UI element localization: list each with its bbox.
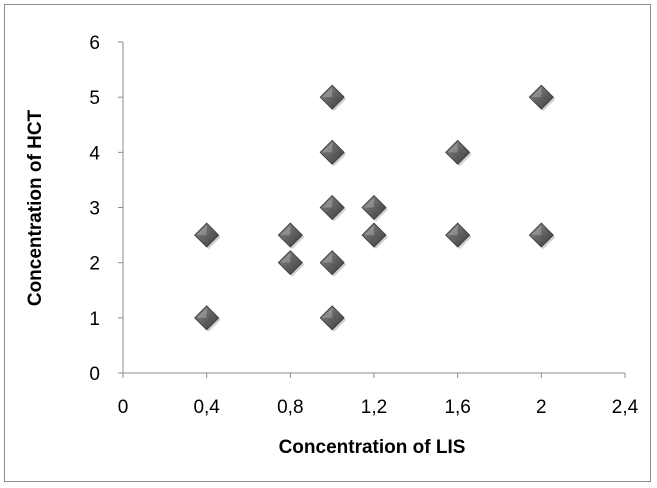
data-point <box>528 84 556 112</box>
data-point <box>319 250 347 277</box>
x-tick-label: 0,4 <box>193 397 220 418</box>
y-tick-label: 6 <box>89 33 100 54</box>
y-tick-label: 2 <box>89 254 100 275</box>
data-point <box>319 139 347 167</box>
y-tick-label: 5 <box>89 88 100 109</box>
data-point <box>445 139 472 167</box>
y-tick-label: 0 <box>89 364 100 385</box>
y-axis-title: Concentration of HCT <box>25 109 46 306</box>
x-tick-label: 2 <box>536 397 547 418</box>
y-tick-label: 4 <box>89 143 100 164</box>
data-point <box>528 222 556 250</box>
x-tick-label: 0 <box>118 397 129 418</box>
data-point <box>319 194 347 222</box>
x-tick-label: 1,6 <box>444 397 470 418</box>
data-point <box>277 250 305 277</box>
x-tick-label: 2,4 <box>612 397 639 418</box>
tick-labels: 0 1 2 3 4 5 6 0 0,4 0,8 1,2 1,6 2 2,4 <box>89 33 638 418</box>
y-tick-label: 3 <box>89 199 100 220</box>
data-point <box>319 305 347 332</box>
data-points <box>194 84 556 332</box>
data-point <box>277 222 305 250</box>
data-point <box>445 222 472 250</box>
data-point <box>361 194 388 222</box>
x-tick-label: 1,2 <box>361 397 387 418</box>
y-tick-label: 1 <box>89 309 100 330</box>
data-point <box>194 305 221 332</box>
axes <box>118 41 626 378</box>
x-axis-title: Concentration of LIS <box>279 437 466 458</box>
x-tick-label: 0,8 <box>277 397 303 418</box>
data-point <box>361 222 388 250</box>
data-point <box>319 84 347 112</box>
data-point <box>194 222 221 250</box>
